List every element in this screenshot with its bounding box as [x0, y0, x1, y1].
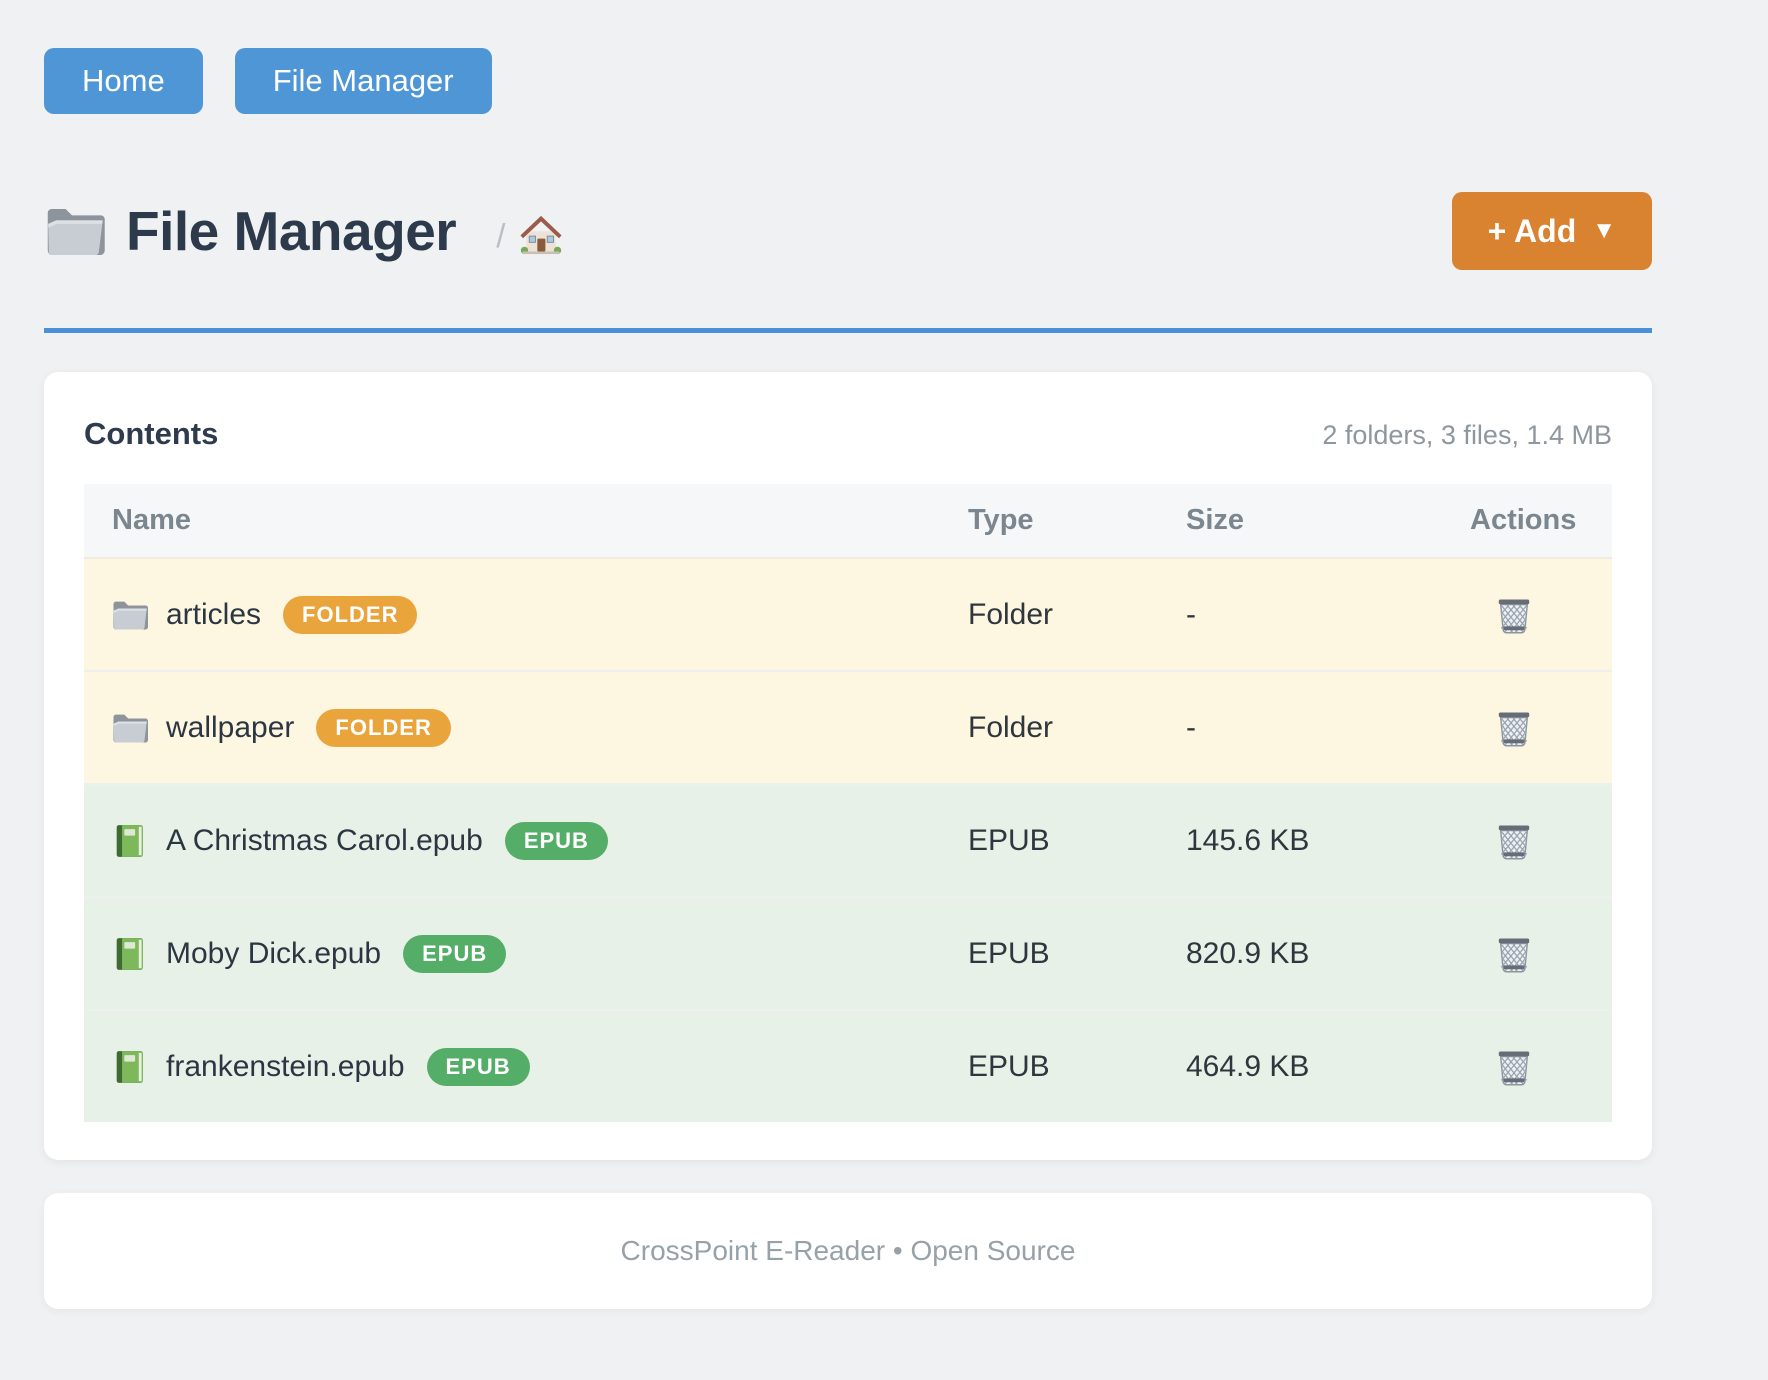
- page-header: File Manager / + Add ▼: [44, 192, 1652, 270]
- column-header-name: Name: [84, 484, 950, 558]
- file-table: Name Type Size Actions articles FOLDER: [84, 484, 1612, 1122]
- trash-icon[interactable]: [1496, 709, 1532, 747]
- top-nav: Home File Manager: [44, 0, 1652, 114]
- epub-badge: EPUB: [426, 1047, 530, 1086]
- size-cell: 464.9 KB: [1168, 1009, 1452, 1122]
- file-name-cell[interactable]: A Christmas Carol.epub EPUB: [102, 785, 950, 896]
- chevron-down-icon: ▼: [1592, 217, 1616, 244]
- file-name: wallpaper: [166, 710, 295, 744]
- folder-icon: [112, 711, 148, 745]
- breadcrumb-separator: /: [496, 217, 506, 254]
- trash-icon[interactable]: [1496, 935, 1532, 973]
- folder-badge: FOLDER: [283, 595, 418, 634]
- green-book-icon: [112, 824, 148, 858]
- file-manager-button[interactable]: File Manager: [234, 48, 492, 114]
- type-cell: Folder: [950, 670, 1168, 784]
- home-icon[interactable]: [519, 213, 563, 257]
- contents-card-header: Contents 2 folders, 3 files, 1.4 MB: [84, 416, 1612, 452]
- epub-badge: EPUB: [403, 934, 507, 973]
- size-cell: -: [1168, 670, 1452, 784]
- column-header-size: Size: [1168, 484, 1452, 558]
- green-book-icon: [112, 1050, 148, 1084]
- folder-badge: FOLDER: [316, 708, 451, 747]
- page-title: File Manager: [126, 200, 457, 262]
- file-name-cell[interactable]: Moby Dick.epub EPUB: [102, 898, 950, 1009]
- home-button[interactable]: Home: [44, 48, 203, 114]
- file-name: articles: [166, 597, 262, 631]
- type-cell: EPUB: [950, 1009, 1168, 1122]
- page: Home File Manager File Manager / + Add ▼…: [44, 0, 1652, 1309]
- file-name: Moby Dick.epub: [166, 936, 382, 970]
- size-cell: 820.9 KB: [1168, 896, 1452, 1010]
- file-name: frankenstein.epub: [166, 1049, 405, 1083]
- table-header-row: Name Type Size Actions: [84, 484, 1612, 558]
- header-divider: [44, 328, 1652, 333]
- table-row: articles FOLDER Folder -: [84, 557, 1612, 671]
- footer-text: CrossPoint E-Reader • Open Source: [620, 1235, 1076, 1266]
- folder-icon: [44, 205, 106, 257]
- add-button-label: + Add: [1487, 212, 1577, 249]
- table-row: A Christmas Carol.epub EPUB EPUB 145.6 K…: [84, 783, 1612, 897]
- add-button[interactable]: + Add ▼: [1451, 192, 1652, 270]
- table-row: frankenstein.epub EPUB EPUB 464.9 KB: [84, 1009, 1612, 1122]
- file-name: A Christmas Carol.epub: [166, 823, 483, 857]
- trash-icon[interactable]: [1496, 822, 1532, 860]
- epub-badge: EPUB: [504, 821, 608, 860]
- size-cell: 145.6 KB: [1168, 783, 1452, 897]
- table-row: wallpaper FOLDER Folder -: [84, 670, 1612, 784]
- column-header-actions: Actions: [1452, 484, 1612, 558]
- contents-title: Contents: [84, 416, 219, 451]
- contents-summary: 2 folders, 3 files, 1.4 MB: [1322, 420, 1612, 450]
- column-header-type: Type: [950, 484, 1168, 558]
- trash-icon[interactable]: [1496, 1048, 1532, 1086]
- table-row: Moby Dick.epub EPUB EPUB 820.9 KB: [84, 896, 1612, 1010]
- type-cell: EPUB: [950, 896, 1168, 1010]
- file-name-cell[interactable]: articles FOLDER: [102, 559, 950, 670]
- contents-card: Contents 2 folders, 3 files, 1.4 MB Name…: [44, 372, 1652, 1160]
- file-name-cell[interactable]: frankenstein.epub EPUB: [102, 1011, 950, 1122]
- file-name-cell[interactable]: wallpaper FOLDER: [102, 672, 950, 783]
- trash-icon[interactable]: [1496, 596, 1532, 634]
- type-cell: EPUB: [950, 783, 1168, 897]
- folder-icon: [112, 598, 148, 632]
- type-cell: Folder: [950, 557, 1168, 671]
- green-book-icon: [112, 937, 148, 971]
- size-cell: -: [1168, 557, 1452, 671]
- footer: CrossPoint E-Reader • Open Source: [44, 1193, 1652, 1309]
